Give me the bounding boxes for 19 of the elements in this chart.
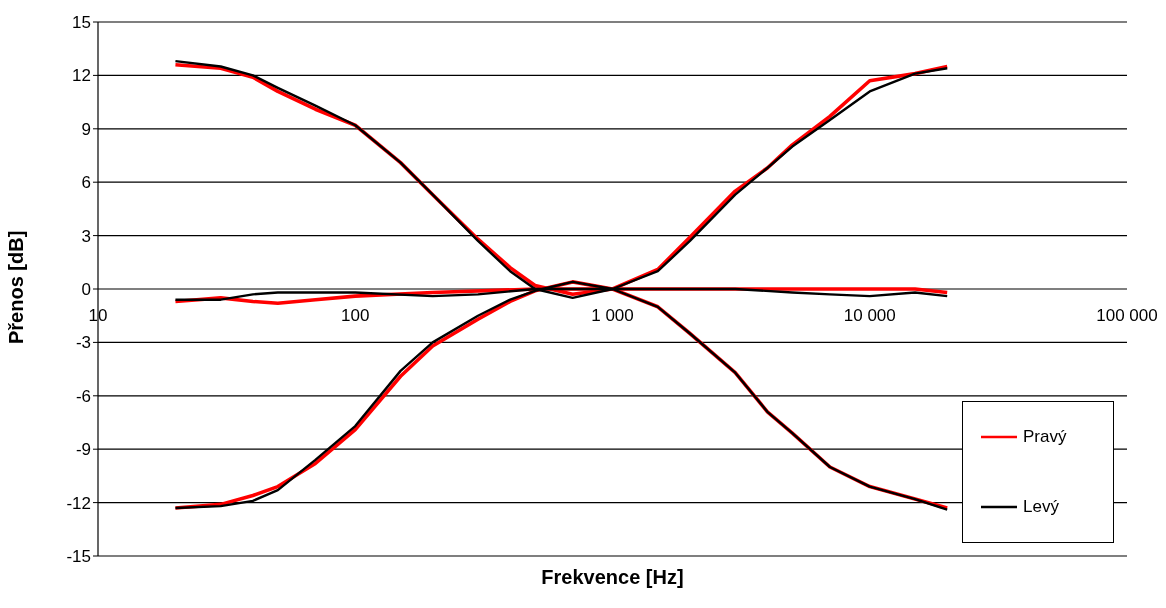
y-tick-label: 6 <box>81 173 91 193</box>
x-axis-title: Frekvence [Hz] <box>540 566 685 589</box>
x-tick-label: 100 <box>341 306 370 325</box>
y-axis-title: Přenos [dB] <box>5 230 28 344</box>
y-tick-label: -12 <box>66 493 91 513</box>
y-tick-label: 9 <box>81 119 91 139</box>
x-tick-label: 100 000 <box>1096 306 1158 325</box>
y-tick-label: -6 <box>75 386 91 406</box>
y-tick-label: 0 <box>81 280 91 300</box>
legend-label: Levý <box>1023 497 1059 517</box>
x-tick-label: 10 000 <box>843 306 896 325</box>
y-tick-label: 15 <box>72 13 91 33</box>
y-tick-label: -9 <box>75 440 91 460</box>
y-tick-label: 3 <box>81 226 91 246</box>
legend-label: Pravý <box>1023 427 1067 447</box>
x-tick-label: 1 000 <box>591 306 634 325</box>
y-tick-label: -15 <box>66 547 91 567</box>
y-tick-label: -3 <box>75 333 91 353</box>
y-tick-label: 12 <box>72 66 91 86</box>
